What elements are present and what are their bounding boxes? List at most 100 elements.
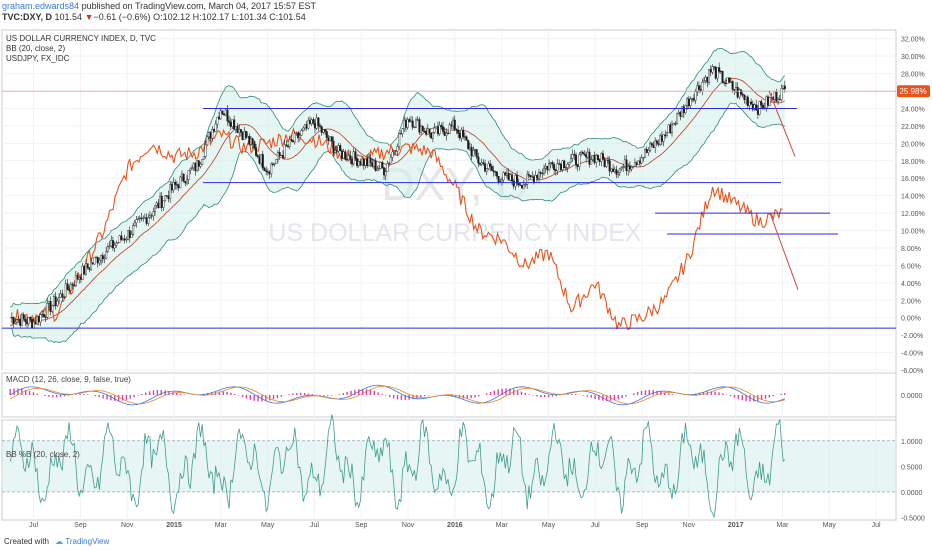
candle-body bbox=[682, 106, 685, 114]
candle-body bbox=[236, 126, 239, 133]
candle-body bbox=[61, 293, 64, 298]
candle-body bbox=[654, 140, 657, 148]
candle-body bbox=[201, 159, 204, 165]
candle-body bbox=[677, 111, 680, 114]
candle-body bbox=[413, 126, 416, 128]
candle-body bbox=[127, 230, 130, 240]
candle-body bbox=[736, 87, 739, 98]
candle-body bbox=[460, 129, 463, 139]
candle-body bbox=[425, 131, 428, 135]
usdjpy-line bbox=[10, 126, 783, 331]
candle-body bbox=[569, 158, 572, 163]
candle-body bbox=[546, 166, 549, 171]
candle-body bbox=[605, 159, 608, 167]
candle-body bbox=[256, 155, 259, 157]
candle-body bbox=[532, 176, 535, 183]
y-tick-label: -2.00% bbox=[901, 333, 923, 340]
candle-body bbox=[372, 160, 375, 167]
candle-body bbox=[63, 296, 66, 298]
candle-body bbox=[568, 161, 571, 165]
candle-body bbox=[716, 67, 719, 79]
candle-body bbox=[184, 181, 187, 184]
candle-body bbox=[258, 156, 261, 164]
candle-body bbox=[511, 174, 514, 182]
candle-body bbox=[516, 175, 519, 184]
candle-body bbox=[561, 160, 564, 170]
candle-body bbox=[590, 159, 593, 165]
candle-body bbox=[726, 77, 729, 84]
candle-body bbox=[399, 133, 402, 135]
candle-body bbox=[489, 163, 492, 167]
candle-body bbox=[90, 262, 93, 270]
candle-body bbox=[415, 119, 418, 128]
candle-body bbox=[701, 82, 704, 92]
candle-body bbox=[500, 179, 503, 183]
legend-main-title: US DOLLAR CURRENCY INDEX, D, TVC bbox=[6, 34, 156, 43]
candle-body bbox=[426, 128, 429, 135]
bbp-tick-label: 0.0000 bbox=[901, 490, 923, 497]
x-tick-label: Sep bbox=[74, 522, 87, 529]
candle-body bbox=[593, 155, 596, 163]
candle-body bbox=[777, 99, 780, 102]
candle-body bbox=[607, 159, 610, 161]
candle-body bbox=[684, 105, 687, 114]
macd-label: MACD (12, 26, close, 9, false, true) bbox=[6, 375, 131, 384]
candle-body bbox=[381, 162, 384, 168]
candle-body bbox=[238, 129, 241, 133]
candle-body bbox=[741, 93, 744, 96]
y-tick-label: -4.00% bbox=[901, 351, 923, 358]
candle-body bbox=[138, 217, 141, 219]
candle-body bbox=[706, 76, 709, 83]
candle-body bbox=[458, 133, 461, 139]
candle-body bbox=[524, 184, 527, 186]
candle-body bbox=[723, 82, 726, 84]
y-tick-label: 0.00% bbox=[901, 316, 921, 323]
watermark-name: US DOLLAR CURRENCY INDEX bbox=[268, 219, 642, 247]
candle-body bbox=[477, 156, 480, 164]
candle-body bbox=[482, 162, 485, 164]
candle-body bbox=[438, 125, 441, 135]
candle-body bbox=[768, 97, 771, 106]
candle-body bbox=[337, 145, 340, 152]
candle-body bbox=[453, 119, 456, 130]
candle-body bbox=[462, 129, 465, 137]
candle-body bbox=[276, 152, 279, 160]
candle-body bbox=[27, 317, 30, 325]
candle-body bbox=[329, 136, 332, 141]
author-link[interactable]: graham.edwards84 bbox=[2, 1, 80, 11]
candle-body bbox=[42, 314, 45, 318]
y-tick-label: 6.00% bbox=[901, 263, 921, 270]
candle-body bbox=[317, 117, 320, 127]
candle-body bbox=[260, 154, 263, 164]
candle-body bbox=[152, 211, 155, 217]
candle-body bbox=[233, 119, 236, 130]
candle-body bbox=[389, 156, 392, 164]
candle-body bbox=[470, 146, 473, 157]
candle-body bbox=[367, 157, 370, 166]
candle-body bbox=[298, 134, 301, 139]
candle-body bbox=[270, 163, 273, 175]
candle-body bbox=[47, 301, 50, 304]
candle-body bbox=[660, 135, 663, 142]
candle-body bbox=[743, 94, 746, 100]
candle-body bbox=[290, 138, 293, 141]
candle-body bbox=[159, 195, 162, 208]
candle-body bbox=[487, 163, 490, 169]
candle-body bbox=[640, 157, 643, 164]
candle-body bbox=[718, 67, 721, 72]
candle-body bbox=[692, 98, 695, 101]
candle-body bbox=[778, 99, 781, 101]
candle-body bbox=[313, 123, 316, 129]
candle-body bbox=[588, 151, 591, 165]
candle-body bbox=[709, 69, 712, 73]
candle-body bbox=[312, 119, 315, 124]
candle-body bbox=[645, 149, 648, 153]
candle-body bbox=[135, 219, 138, 223]
candle-body bbox=[347, 155, 350, 160]
candle-body bbox=[430, 133, 433, 139]
y-tick-label: 28.00% bbox=[901, 72, 925, 79]
candle-body bbox=[59, 293, 62, 298]
candle-body bbox=[671, 124, 674, 134]
candle-body bbox=[137, 218, 140, 220]
tradingview-brand[interactable]: TradingView bbox=[65, 537, 110, 546]
